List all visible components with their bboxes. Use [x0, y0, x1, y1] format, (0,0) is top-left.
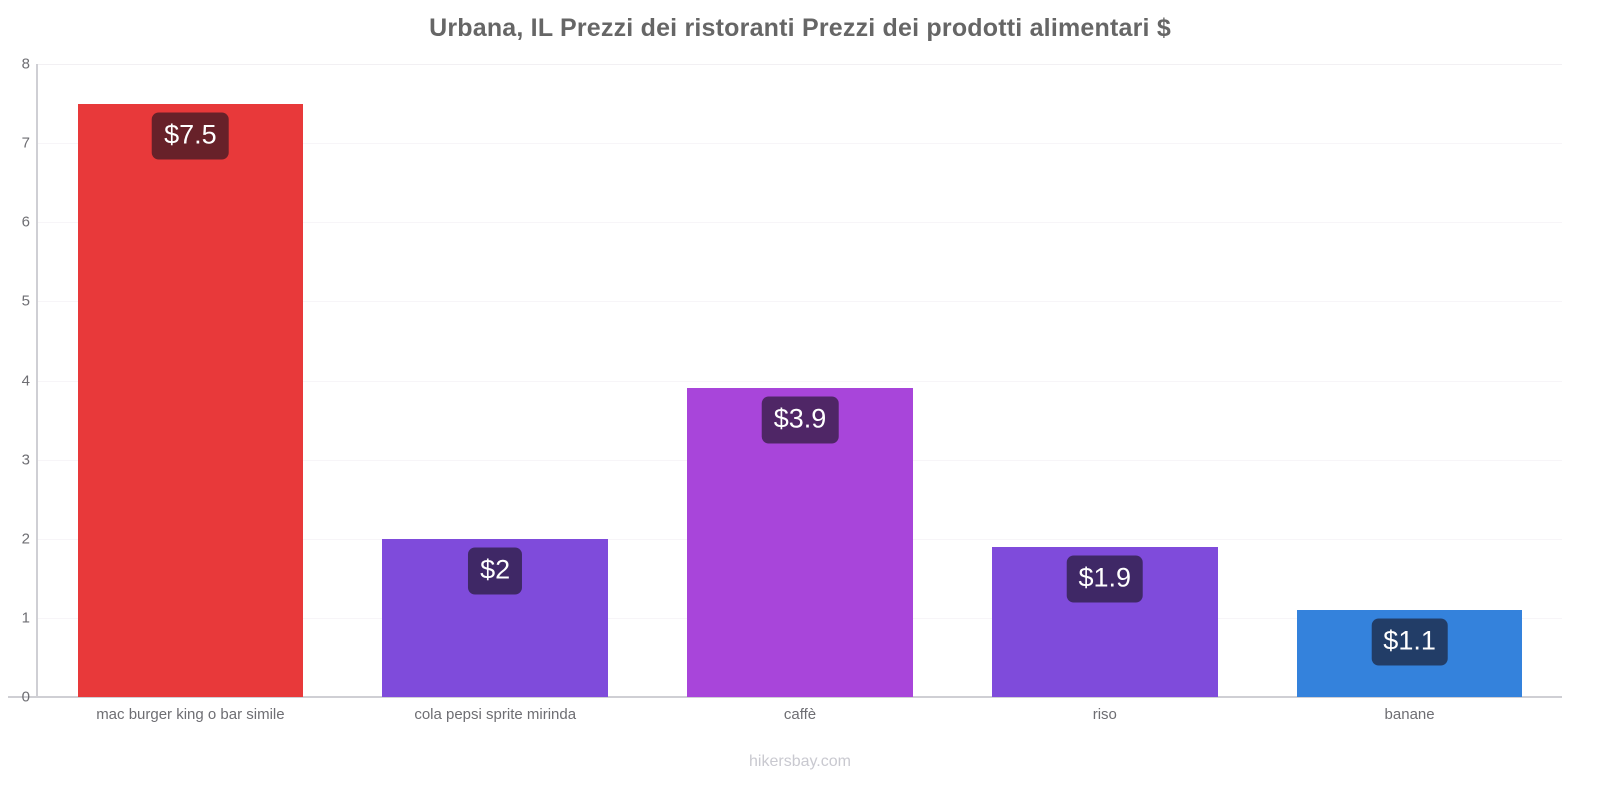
- bar-slot: $1.1: [1257, 64, 1562, 697]
- y-axis-tick-label: 5: [21, 292, 30, 310]
- y-axis-line: [36, 64, 38, 698]
- bar-slot: $2: [343, 64, 648, 697]
- gridline: [37, 143, 1562, 145]
- y-axis-tick-label: 4: [21, 372, 30, 389]
- gridline: [37, 380, 1562, 382]
- gridline: [37, 64, 1562, 65]
- x-axis-tick-label: banane: [1384, 706, 1435, 723]
- footer-credit: hikersbay.com: [749, 753, 851, 770]
- x-axis-tick-label: mac burger king o bar simile: [96, 706, 285, 723]
- bar-series: $7.5 $2 $3.9 $1.9 $1.1: [38, 64, 1562, 697]
- x-axis-line: [8, 696, 1562, 698]
- x-axis-tick-labels: mac burger king o bar simile cola pepsi s…: [38, 706, 1562, 736]
- bar[interactable]: [992, 546, 1218, 697]
- chart-title: Urbana, IL Prezzi dei ristoranti Prezzi …: [429, 14, 1171, 42]
- y-axis-tick-label: 3: [21, 451, 30, 469]
- bar[interactable]: [77, 103, 304, 697]
- y-axis-tick-label: 1: [21, 609, 30, 627]
- bar[interactable]: [687, 388, 913, 697]
- bar-slot: $7.5: [38, 64, 343, 697]
- y-axis-tick-label: 6: [21, 213, 30, 231]
- gridline: [37, 222, 1562, 224]
- bar[interactable]: [1296, 609, 1523, 697]
- bar-slot: $3.9: [648, 64, 953, 697]
- gridline: [37, 301, 1562, 303]
- y-axis-tick-label: 7: [21, 134, 30, 152]
- y-axis-tick-label: 2: [21, 530, 30, 548]
- x-axis-tick-label: riso: [1092, 706, 1117, 723]
- y-axis-tick-labels: 0 1 2 3 4 5 6 7 8: [0, 56, 30, 706]
- y-axis-tick-label: 8: [21, 55, 30, 73]
- x-axis-tick-label: cola pepsi sprite mirinda: [414, 706, 577, 723]
- y-axis-tick-label: 0: [21, 688, 30, 706]
- bar-slot: $1.9: [952, 64, 1257, 697]
- bar[interactable]: [382, 538, 608, 697]
- x-axis-tick-label: caffè: [783, 706, 817, 723]
